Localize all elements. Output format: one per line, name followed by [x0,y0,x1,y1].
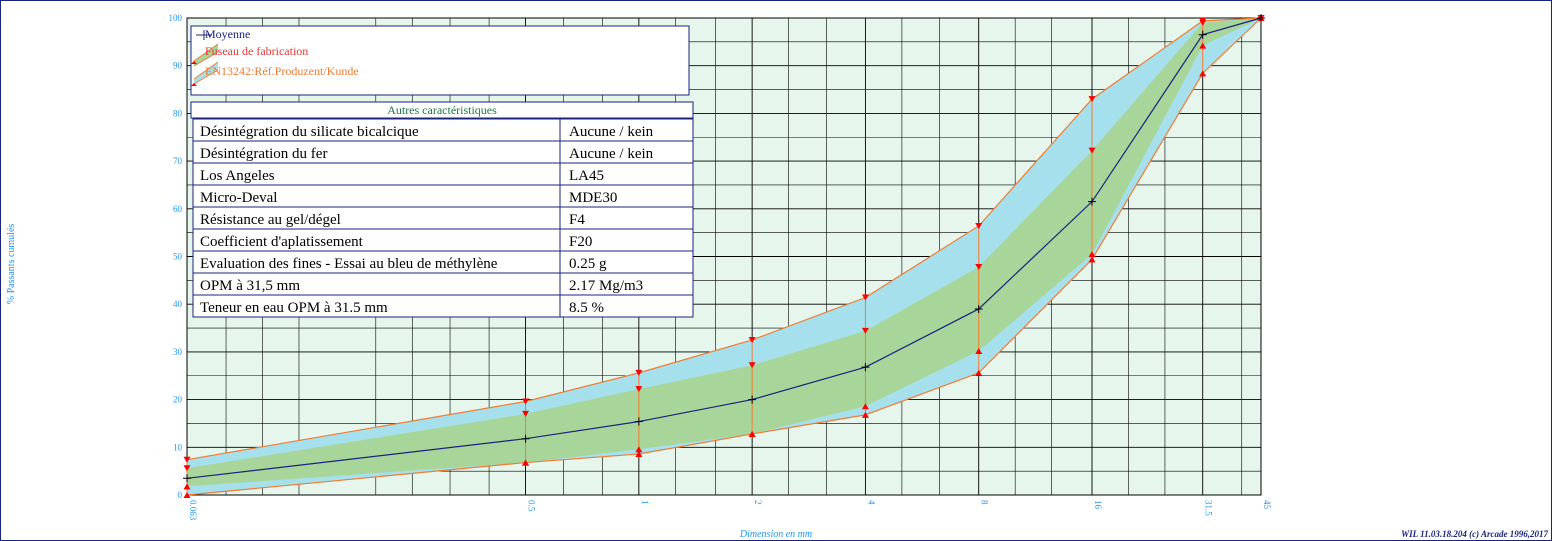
table-cell-label: Teneur en eau OPM à 31.5 mm [200,300,388,316]
legend-fuseau-label: Fuseau de fabrication [205,44,308,58]
table-cell-label: Résistance au gel/dégel [200,212,341,228]
table-cell-value: Aucune / kein [569,124,654,140]
x-tick-label: 4 [866,500,876,505]
x-axis-label: Dimension en mm [739,529,812,540]
table-cell-value: 2.17 Mg/m3 [569,278,643,294]
table-cell-label: Désintégration du silicate bicalcique [200,124,419,140]
x-tick-label: 2 [753,500,763,505]
y-tick-label: 30 [173,347,183,357]
y-tick-label: 60 [173,204,183,214]
table-cell-value: LA45 [569,168,604,184]
y-tick-label: 70 [173,156,183,166]
y-tick-label: 90 [173,61,183,71]
x-tick-label: 31.5 [1204,500,1214,516]
y-tick-label: 0 [178,490,183,500]
table-cell-label: Désintégration du fer [200,146,327,162]
table-cell-value: Aucune / kein [569,146,654,162]
table-cell-label: Micro-Deval [200,190,277,206]
table-cell-label: Los Angeles [200,168,275,184]
y-tick-label: 10 [173,442,183,452]
x-tick-label: 45 [1262,500,1272,510]
legend: Moyenne Fuseau de fabrication EN13242:Ré… [191,26,689,95]
table-title: Autres caractéristiques [387,103,497,117]
legend-envelope-label: EN13242:Réf.Produzent/Kunde [205,64,359,78]
x-tick-label: 16 [1093,500,1103,510]
y-tick-label: 80 [173,108,183,118]
y-tick-label: 20 [173,395,183,405]
x-tick-label: 8 [980,500,990,505]
copyright-footer: WIL 11.03.18.204 (c) Arcade 1996,2017 [1401,529,1548,539]
table-cell-label: Evaluation des fines - Essai au bleu de … [200,256,498,272]
y-axis-label: % Passants cumulés [6,224,17,305]
table-cell-value: F20 [569,234,592,250]
characteristics-table: Autres caractéristiques Désintégration d… [191,102,693,317]
table-cell-value: MDE30 [569,190,617,206]
y-tick-label: 50 [173,252,183,262]
table-cell-value: F4 [569,212,585,228]
table-cell-value: 8.5 % [569,300,604,316]
y-tick-label: 100 [169,13,183,23]
table-cell-value: 0.25 g [569,256,607,272]
table-cell-label: OPM à 31,5 mm [200,278,300,294]
table-cell-label: Coefficient d'aplatissement [200,234,364,250]
x-tick-label: 0.5 [527,500,537,512]
legend-mean-label: Moyenne [205,27,250,41]
x-tick-label: 0.063 [188,500,198,521]
x-tick-label: 1 [640,500,650,505]
y-tick-label: 40 [173,299,183,309]
